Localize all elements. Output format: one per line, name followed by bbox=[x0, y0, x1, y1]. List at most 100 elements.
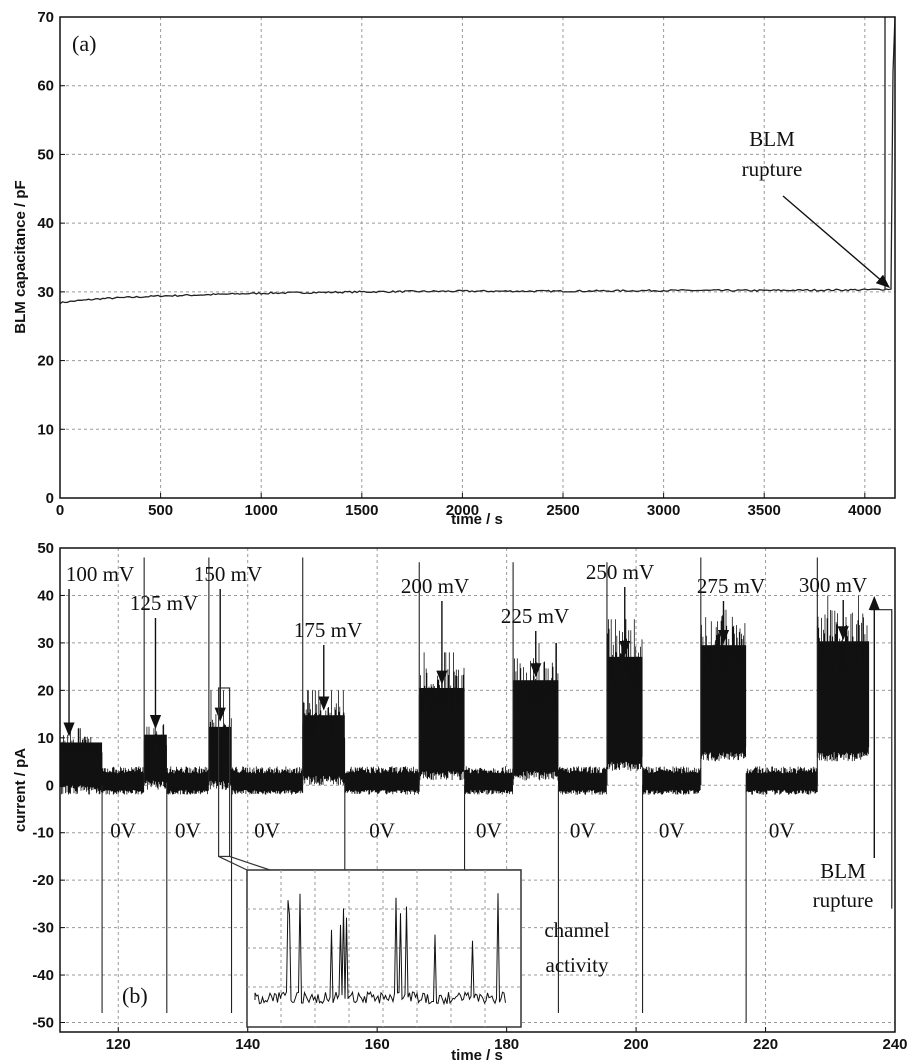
y-tick-label: 30 bbox=[37, 284, 54, 301]
panel-a-ticks: 0 500 1000 1500 2000 2500 3000 3500 4000 0 10 20 30 4… bbox=[37, 9, 881, 519]
x-tick-label: 180 bbox=[494, 1036, 519, 1053]
y-tick-label: 50 bbox=[37, 146, 54, 163]
y-tick-label: 50 bbox=[37, 540, 54, 557]
panel-a: 0 500 1000 1500 2000 2500 3000 3500 4000 0 10 20 30 4… bbox=[12, 9, 896, 528]
zero-noise bbox=[745, 766, 818, 795]
zoom-source-box bbox=[217, 687, 231, 858]
zero-noise bbox=[464, 766, 513, 795]
blm-rupture-label-a-line2: rupture bbox=[742, 157, 803, 181]
y-tick-label: -50 bbox=[32, 1015, 54, 1032]
x-tick-label: 0 bbox=[56, 502, 64, 519]
zero-voltage-label: 0V bbox=[570, 819, 596, 843]
zero-voltage-label: 0V bbox=[110, 819, 136, 843]
y-tick-label: 10 bbox=[37, 730, 54, 747]
blm-rupture-label-b-line2: rupture bbox=[813, 888, 874, 912]
voltage-label: 100 mV bbox=[66, 562, 134, 586]
x-tick-label: 160 bbox=[365, 1036, 390, 1053]
zero-noise bbox=[558, 766, 607, 795]
voltage-label: 125 mV bbox=[130, 591, 198, 615]
y-tick-label: -30 bbox=[32, 920, 54, 937]
inset-frame bbox=[246, 869, 522, 1028]
zero-noise bbox=[344, 766, 420, 795]
zero-segment bbox=[464, 766, 513, 795]
x-tick-label: 140 bbox=[235, 1036, 260, 1053]
voltage-step-block bbox=[606, 619, 643, 771]
zero-voltage-labels: 0V 0V 0V 0V 0V 0V 0V 0V bbox=[110, 819, 794, 843]
y-tick-label: 30 bbox=[37, 635, 54, 652]
blm-rupture-arrow-a bbox=[782, 195, 891, 289]
x-tick-label: 3000 bbox=[647, 502, 680, 519]
zero-segment bbox=[166, 766, 209, 795]
step-noise bbox=[143, 718, 167, 790]
channel-activity-label-line2: activity bbox=[546, 953, 609, 977]
panel-a-xlabel: time / s bbox=[451, 511, 503, 528]
zero-voltage-label: 0V bbox=[659, 819, 685, 843]
zero-segment bbox=[745, 766, 818, 795]
voltage-step-block bbox=[143, 718, 167, 790]
x-tick-label: 1000 bbox=[245, 502, 278, 519]
inset-plot bbox=[246, 869, 522, 1028]
zero-voltage-label: 0V bbox=[476, 819, 502, 843]
zero-segment bbox=[231, 766, 304, 795]
voltage-step-block bbox=[816, 595, 870, 762]
panel-b: 120 140 160 180 200 220 240 -50 -40 -30 -20 -10 0 10 2… bbox=[12, 540, 908, 1064]
zero-noise bbox=[101, 766, 145, 795]
x-tick-label: 3500 bbox=[748, 502, 781, 519]
zero-noise bbox=[166, 766, 209, 795]
zero-noise bbox=[231, 766, 304, 795]
zero-segment bbox=[558, 766, 607, 795]
zero-voltage-label: 0V bbox=[369, 819, 395, 843]
voltage-label: 175 mV bbox=[294, 618, 362, 642]
x-tick-label: 200 bbox=[624, 1036, 649, 1053]
y-tick-label: 60 bbox=[37, 78, 54, 95]
voltage-step-block bbox=[418, 652, 465, 781]
zero-voltage-label: 0V bbox=[769, 819, 795, 843]
y-tick-label: 70 bbox=[37, 9, 54, 26]
x-tick-label: 1500 bbox=[345, 502, 378, 519]
y-tick-label: 0 bbox=[46, 777, 54, 794]
voltage-step-block bbox=[512, 642, 559, 781]
panel-a-grid bbox=[60, 17, 895, 498]
y-tick-label: 20 bbox=[37, 682, 54, 699]
panel-b-label: (b) bbox=[122, 983, 148, 1008]
voltage-step-block bbox=[700, 609, 747, 762]
voltage-label: 150 mV bbox=[194, 562, 262, 586]
voltage-label: 200 mV bbox=[401, 574, 469, 598]
capacitance-line bbox=[59, 16, 896, 305]
x-tick-label: 2000 bbox=[446, 502, 479, 519]
zero-segment bbox=[344, 766, 420, 795]
inset-grid bbox=[247, 870, 521, 1027]
x-tick-label: 220 bbox=[753, 1036, 778, 1053]
panel-a-frame bbox=[59, 16, 896, 499]
x-tick-label: 4000 bbox=[848, 502, 881, 519]
zoom-connector-mid bbox=[229, 855, 271, 871]
panel-b-xlabel: time / s bbox=[451, 1047, 503, 1064]
panel-b-frame bbox=[59, 547, 896, 1033]
voltage-label: 250 mV bbox=[586, 560, 654, 584]
voltage-labels: 100 mV 125 mV 150 mV 175 mV 200 mV 225 mV 250 … bbox=[63, 560, 867, 737]
channel-activity-label: channel bbox=[544, 918, 609, 942]
x-tick-label: 2500 bbox=[546, 502, 579, 519]
panel-a-ylabel: BLM capacitance / pF bbox=[12, 180, 29, 333]
voltage-step-block bbox=[59, 728, 103, 795]
zero-noise bbox=[642, 766, 701, 795]
inset-trace bbox=[254, 893, 506, 1006]
voltage-label: 275 mV bbox=[697, 574, 765, 598]
x-tick-label: 500 bbox=[148, 502, 173, 519]
zero-segment bbox=[101, 766, 145, 795]
x-tick-label: 120 bbox=[106, 1036, 131, 1053]
zero-voltage-label: 0V bbox=[175, 819, 201, 843]
current-trace bbox=[59, 557, 893, 1023]
zero-voltage-label: 0V bbox=[254, 819, 280, 843]
y-tick-label: 10 bbox=[37, 421, 54, 438]
zoom-connector-left bbox=[218, 855, 248, 871]
y-tick-label: 40 bbox=[37, 587, 54, 604]
voltage-label: 225 mV bbox=[501, 604, 569, 628]
y-tick-label: 40 bbox=[37, 215, 54, 232]
y-tick-label: 20 bbox=[37, 353, 54, 370]
y-tick-label: 0 bbox=[46, 490, 54, 507]
panel-b-ylabel: current / pA bbox=[12, 748, 29, 832]
blm-rupture-label-a: BLM bbox=[749, 127, 795, 151]
voltage-label: 300 mV bbox=[799, 573, 867, 597]
